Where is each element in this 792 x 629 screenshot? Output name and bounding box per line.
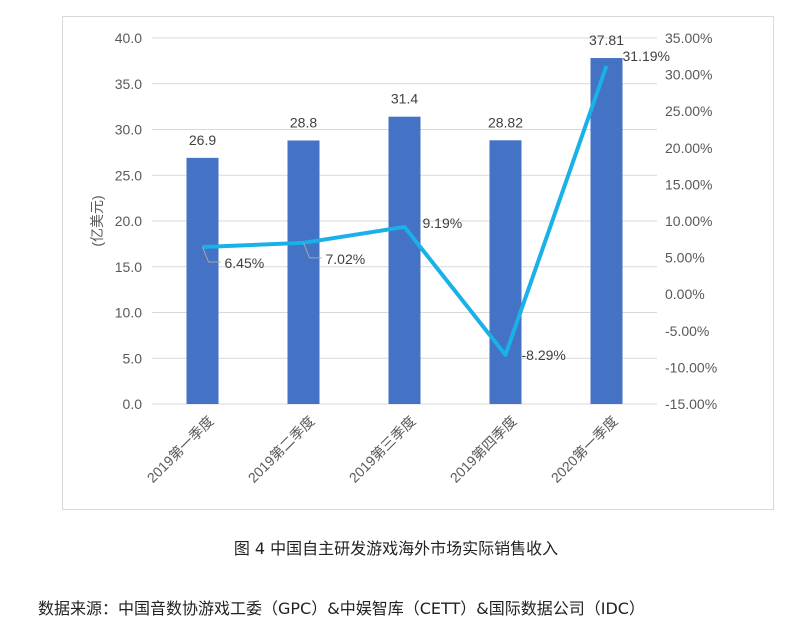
label-leader-line [202,246,221,263]
bar [590,58,623,404]
combo-chart: 0.0 5.0 10.0 15.0 20.0 25.0 30.0 35.0 40.0 -15.00… [89,30,717,486]
y2-tick-label: 5.00% [665,250,705,266]
y-tick-label: 15.0 [115,259,142,275]
bar [287,140,320,405]
figure-caption: 图 4 中国自主研发游戏海外市场实际销售收入 [233,539,559,558]
y2-tick-label: 20.00% [665,140,712,156]
y2-tick-label: 10.00% [665,213,712,229]
y-tick-label: 30.0 [115,122,142,138]
y-tick-label: 10.0 [115,305,142,321]
y2-tick-label: -15.00% [665,396,717,412]
y-tick-label: 35.0 [115,76,142,92]
y2-tick-label: 35.00% [665,30,712,46]
bar [186,157,219,404]
growth-value-label: -8.29% [522,347,566,363]
bar-value-label: 37.81 [589,32,624,48]
growth-value-label: 9.19% [423,215,463,231]
growth-line [202,65,609,357]
x-tick-label: 2019第一季度 [144,413,217,486]
x-tick-label: 2019第二季度 [245,413,318,486]
bar [388,116,421,404]
y2-tick-label: 25.00% [665,103,712,119]
x-tick-label: 2019第四季度 [447,413,520,486]
bar-value-label: 26.9 [189,132,216,148]
bar-value-label: 28.8 [290,114,317,130]
y2-tick-label: 30.00% [665,67,712,83]
y2-tick-label: 15.00% [665,176,712,192]
growth-value-label: 31.19% [623,48,670,64]
x-tick-label: 2019第三季度 [346,413,419,486]
bar [489,140,522,404]
x-tick-label: 2020第一季度 [548,413,621,486]
growth-value-label: 6.45% [225,255,265,271]
bar-value-label: 31.4 [391,91,418,107]
y2-tick-label: 0.00% [665,286,705,302]
chart-frame [62,16,774,510]
label-leader-line [303,242,322,259]
y-tick-label: 20.0 [115,213,142,229]
y-tick-label: 25.0 [115,167,142,183]
y2-tick-label: -5.00% [665,323,709,339]
y-tick-label: 0.0 [123,396,143,412]
growth-value-label: 7.02% [326,251,366,267]
y-tick-label: 5.0 [123,350,143,366]
bar-value-label: 28.82 [488,114,523,130]
y2-tick-label: -10.00% [665,359,717,375]
y-tick-label: 40.0 [115,30,142,46]
data-source: 数据来源：中国音数协游戏工委（GPC）&中娱智库（CETT）&国际数据公司（ID… [38,599,645,618]
y-axis-label: (亿美元) [89,195,105,246]
